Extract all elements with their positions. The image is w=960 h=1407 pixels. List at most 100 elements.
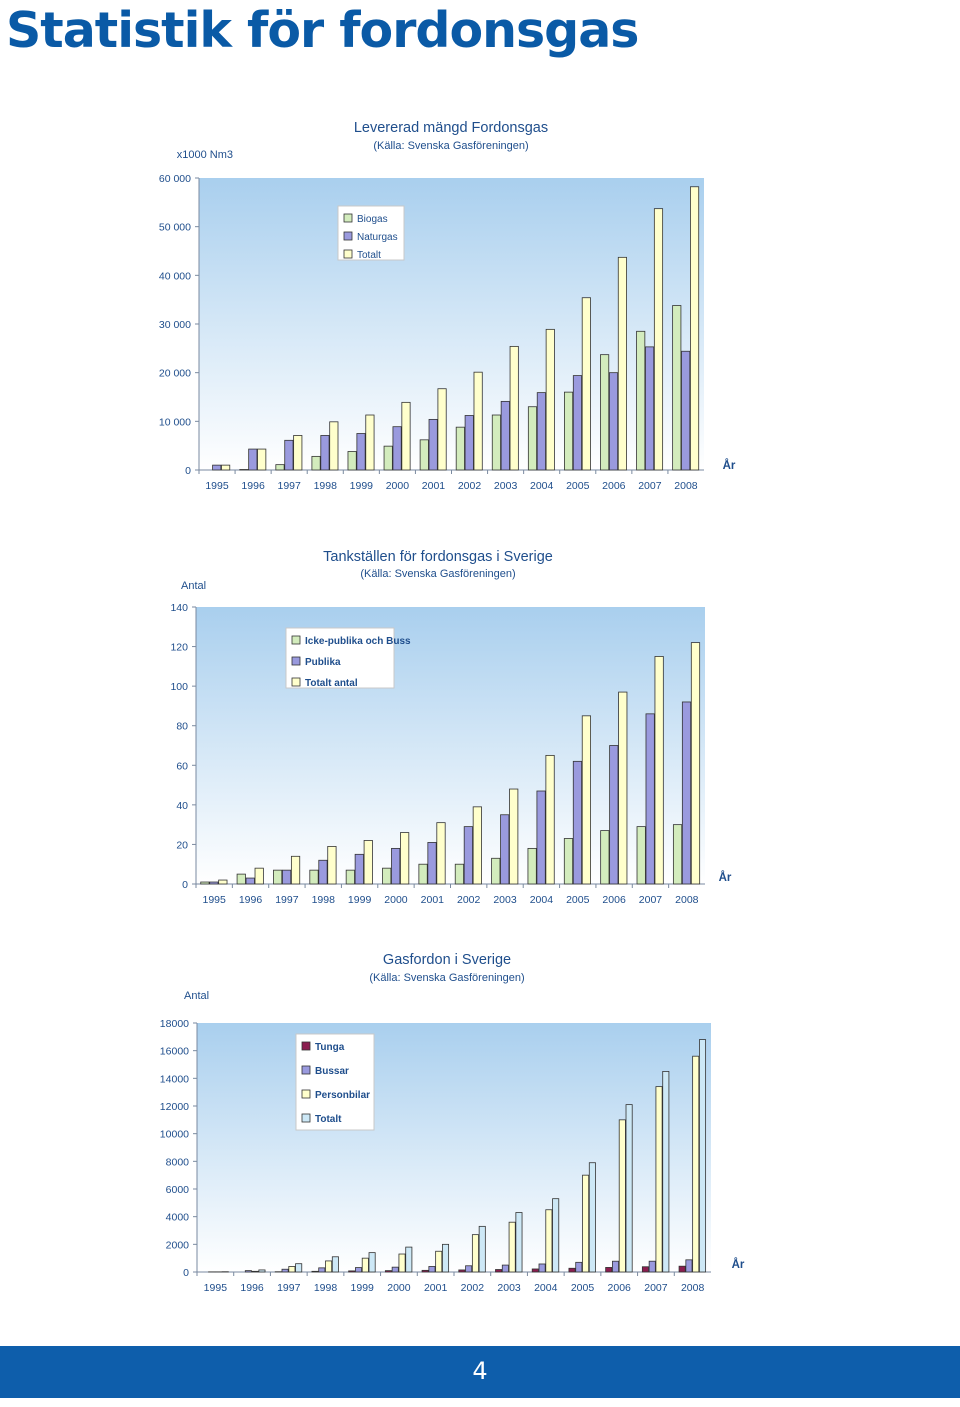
bar-personbilar-2006 [618, 1119, 626, 1273]
x-tick-label: 2003 [493, 894, 517, 906]
bar-totalt-2002 [478, 1225, 486, 1273]
y-tick-label: 14000 [160, 1073, 189, 1085]
bar-totalt-2002 [473, 371, 483, 471]
bar-publika-1998 [318, 859, 328, 885]
bar-naturgas-1998 [320, 435, 330, 471]
bar-biogas-2006 [600, 354, 610, 471]
x-tick-label: 2007 [639, 894, 663, 906]
plot-area [197, 1023, 711, 1272]
bar-publika-2005 [572, 760, 583, 885]
bar-personbilar-1998 [325, 1260, 333, 1273]
y-tick-label: 60 [176, 760, 188, 772]
bar-bussar-2001 [428, 1266, 436, 1273]
bar-totalt-2003 [509, 345, 519, 471]
x-tick-label: 2005 [566, 480, 590, 492]
y-axis-label: x1000 Nm3 [177, 149, 233, 161]
bar-naturgas-2007 [645, 346, 655, 471]
bar-naturgas-2008 [681, 350, 691, 471]
bar-totalt-antal-2006 [618, 691, 628, 885]
bar-naturgas-2006 [608, 372, 619, 471]
y-tick-label: 80 [176, 721, 188, 733]
bar-totalt-antal-2007 [654, 656, 664, 885]
bar-totalt-antal-2002 [472, 806, 482, 885]
bar-personbilar-1997 [288, 1266, 296, 1273]
x-tick-label: 1997 [277, 480, 301, 492]
x-tick-label: 2004 [530, 480, 554, 492]
x-tick-label: 1999 [351, 1282, 375, 1294]
bar-tunga-2000 [384, 1270, 392, 1273]
bar-naturgas-2001 [428, 418, 438, 471]
bar-bussar-2002 [465, 1265, 473, 1273]
bar-publika-1995 [209, 881, 219, 885]
bar-totalt-antal-1996 [254, 867, 264, 885]
bar-personbilar-2001 [435, 1250, 443, 1273]
x-tick-label: 2006 [602, 894, 626, 906]
y-tick-label: 8000 [166, 1156, 190, 1168]
y-axis-label: Antal [184, 990, 209, 1002]
bar-totalt-2007 [662, 1071, 670, 1273]
bar-totalt-1999 [365, 414, 375, 471]
page-number: 4 [472, 1357, 488, 1385]
bar-personbilar-2005 [582, 1174, 590, 1273]
y-tick-label: 10000 [160, 1129, 189, 1141]
x-tick-label: 2004 [530, 894, 554, 906]
chart-subtitle: (Källa: Svenska Gasföreningen) [373, 140, 528, 152]
bar-tunga-2004 [531, 1268, 539, 1273]
plot-area [196, 607, 705, 884]
legend: Biogas Naturgas Totalt [337, 205, 405, 261]
bar-personbilar-2002 [471, 1234, 479, 1273]
x-tick-label: 1995 [205, 480, 229, 492]
x-tick-label: 2003 [494, 480, 518, 492]
bar-totalt-2005 [588, 1162, 596, 1273]
x-tick-label: 2007 [644, 1282, 668, 1294]
bar-naturgas-2002 [464, 415, 474, 471]
footer-bar [0, 1346, 960, 1398]
bar-totalt-1997 [293, 435, 303, 471]
legend-label: Naturgas [357, 232, 398, 243]
bar-icke-publika-och-buss-1995 [200, 881, 210, 885]
x-tick-label: 2000 [387, 1282, 411, 1294]
bar-publika-2008 [681, 701, 692, 885]
bar-icke-publika-och-buss-1998 [309, 869, 319, 885]
bar-biogas-1997 [275, 464, 285, 471]
bar-tunga-2007 [641, 1266, 649, 1273]
bar-bussar-1997 [281, 1268, 289, 1273]
bar-biogas-2008 [672, 305, 682, 471]
y-tick-label: 30 000 [159, 319, 191, 331]
bar-tunga-2008 [678, 1265, 686, 1273]
x-tick-label: 1999 [348, 894, 372, 906]
bar-totalt-antal-1997 [290, 855, 301, 885]
bar-personbilar-2003 [508, 1221, 516, 1273]
bar-totalt-antal-1995 [218, 879, 228, 885]
bar-totalt-antal-2008 [690, 642, 701, 885]
x-axis-label: År [719, 871, 732, 884]
bar-publika-2002 [463, 826, 473, 885]
legend-label: Totalt antal [305, 678, 358, 689]
bar-totalt-antal-2003 [509, 788, 519, 885]
bar-bussar-1999 [355, 1267, 363, 1273]
bar-tunga-2003 [495, 1269, 503, 1273]
x-tick-label: 2008 [674, 480, 698, 492]
chart-title: Levererad mängd Fordonsgas [354, 120, 548, 136]
bar-naturgas-2004 [536, 392, 546, 471]
bar-totalt-antal-1998 [327, 846, 337, 885]
bar-totalt-2001 [437, 388, 447, 471]
legend: Icke-publika och Buss Publika Totalt antal [285, 627, 411, 689]
bar-biogas-2000 [383, 445, 393, 471]
bar-biogas-2004 [527, 406, 538, 471]
bar-personbilar-2004 [545, 1209, 553, 1273]
x-tick-label: 2005 [566, 894, 590, 906]
y-tick-label: 0 [183, 1267, 189, 1279]
x-tick-label: 1999 [350, 480, 374, 492]
bar-biogas-2007 [636, 330, 646, 471]
x-tick-label: 2005 [571, 1282, 595, 1294]
y-tick-label: 12000 [160, 1101, 189, 1113]
x-tick-label: 2008 [681, 1282, 705, 1294]
chart-subtitle: (Källa: Svenska Gasföreningen) [360, 568, 515, 580]
x-tick-label: 2001 [424, 1282, 448, 1294]
bar-totalt-2008 [699, 1039, 707, 1273]
bar-bussar-2006 [612, 1260, 620, 1273]
x-axis-label: År [723, 459, 736, 472]
bar-naturgas-2000 [392, 426, 402, 471]
bar-publika-2007 [645, 713, 655, 885]
